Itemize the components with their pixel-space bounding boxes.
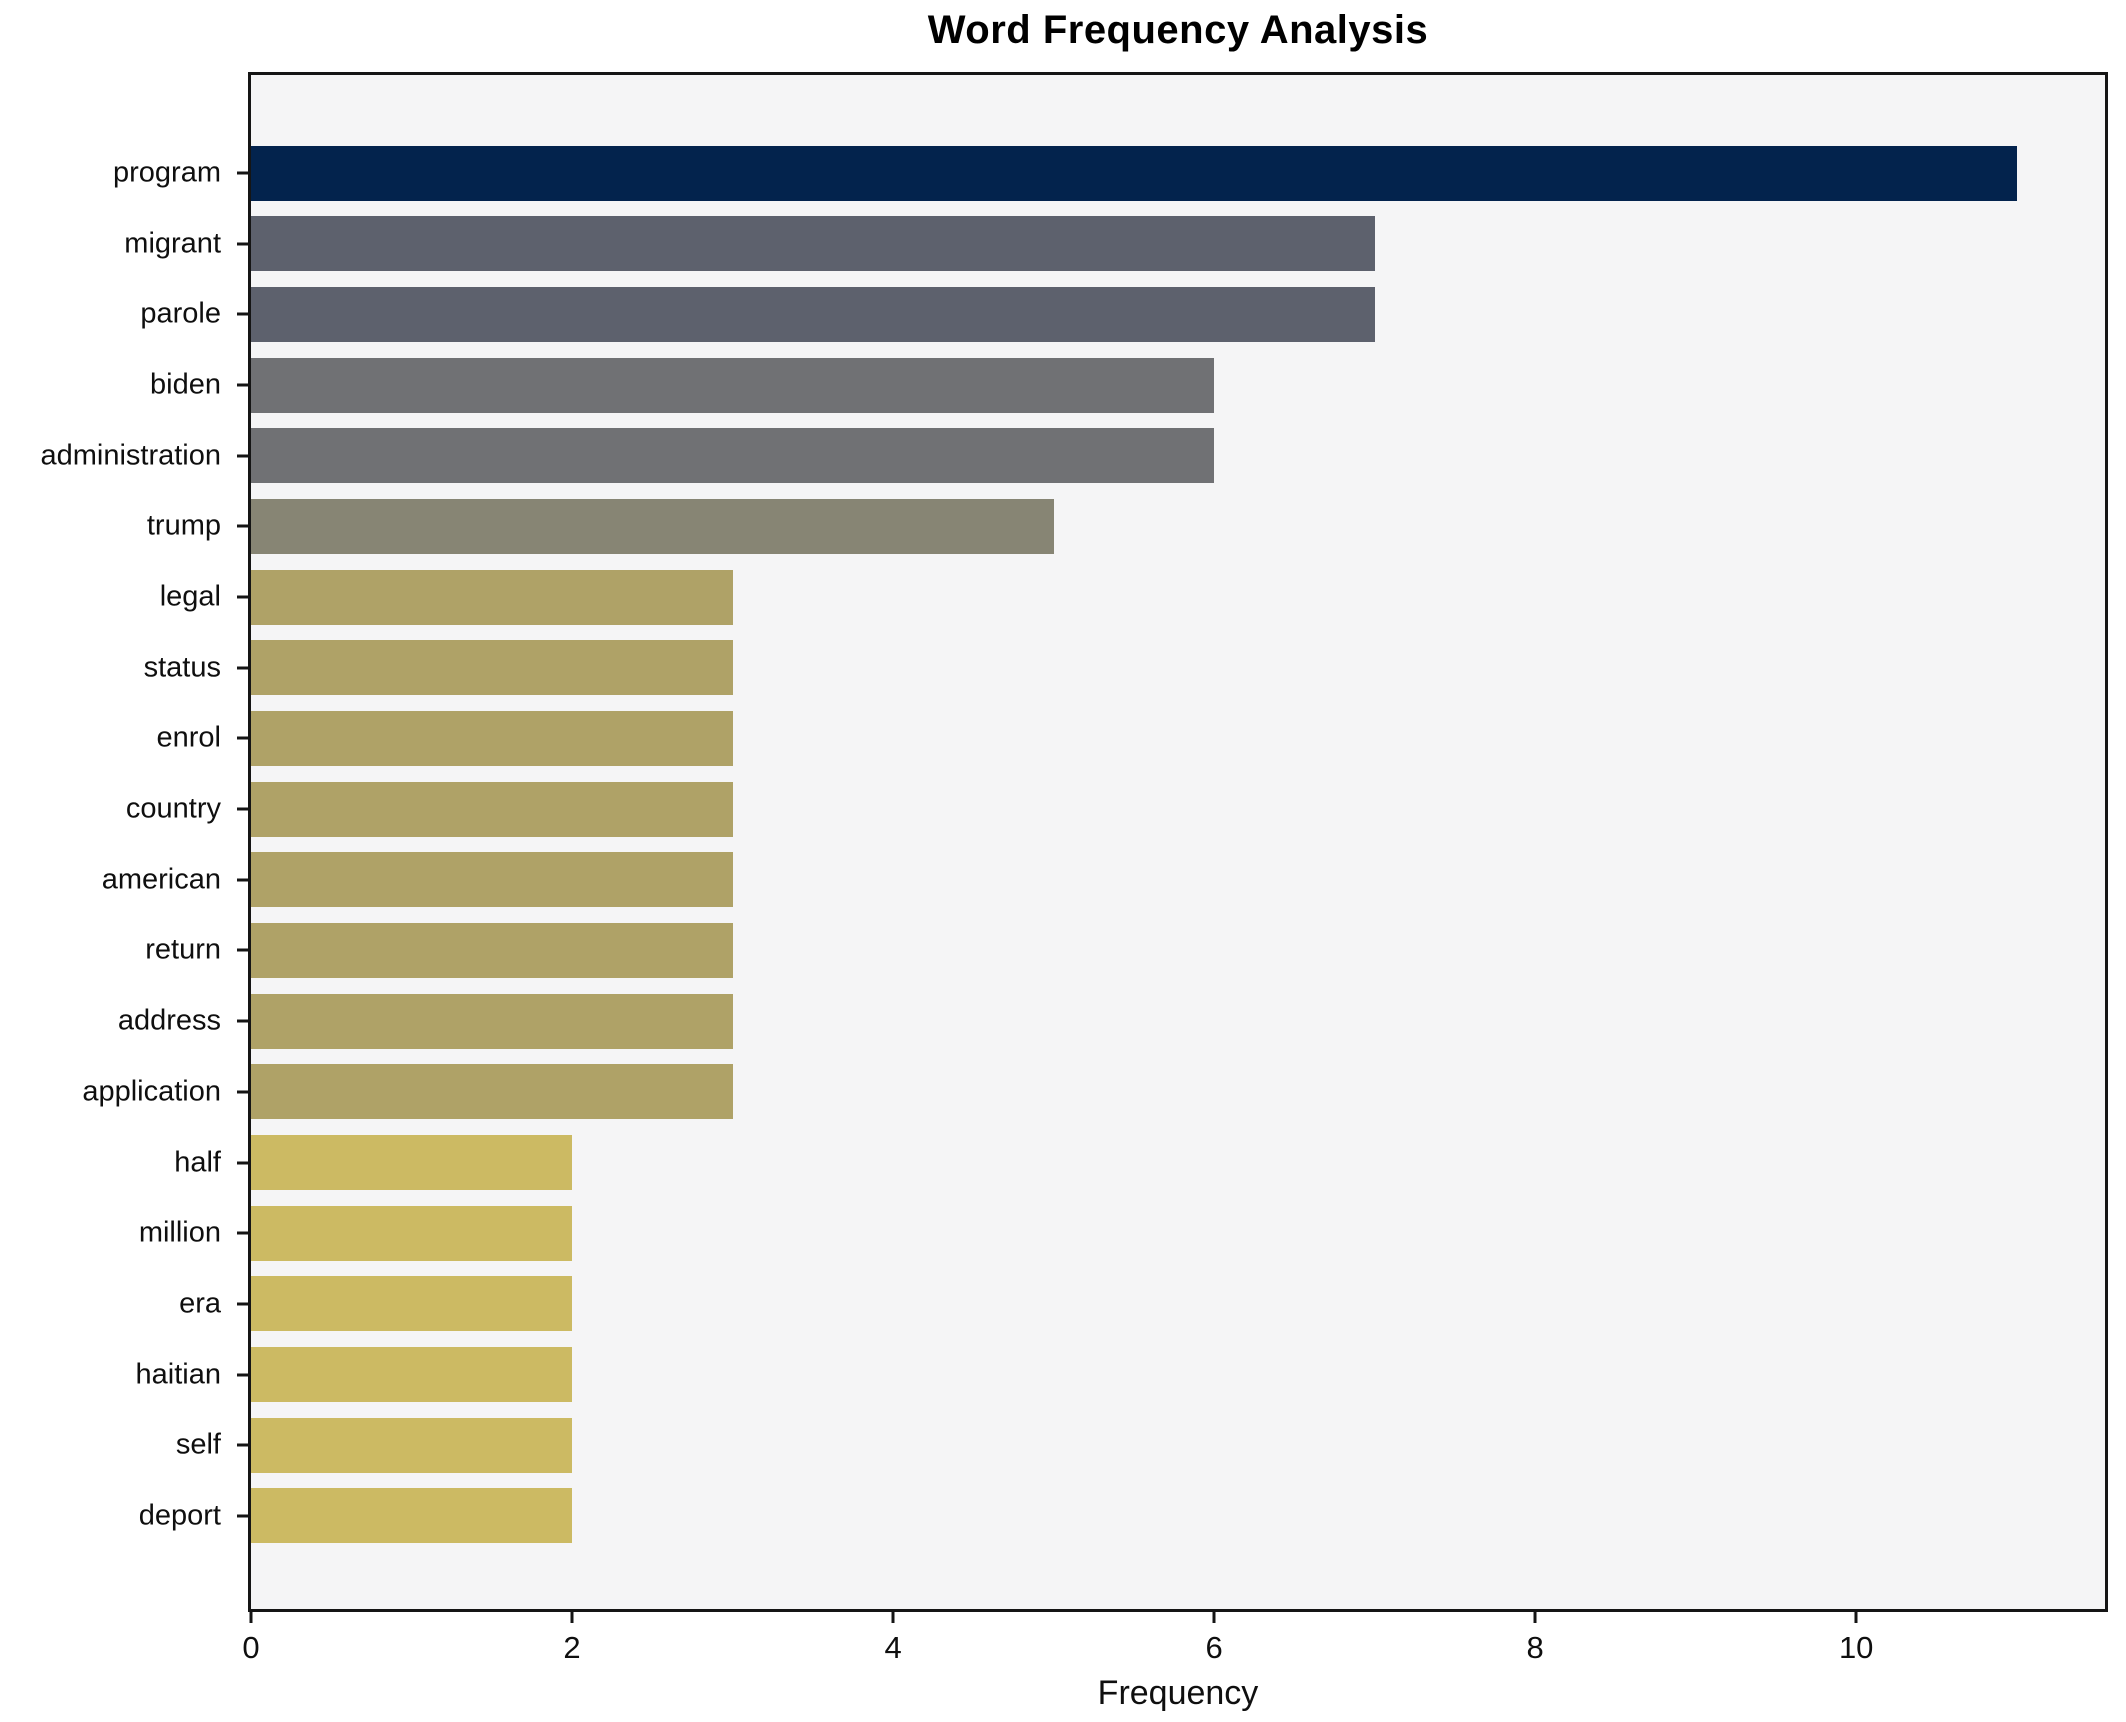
bar-return — [251, 922, 733, 978]
y-tick-label-enrol: enrol — [156, 721, 222, 754]
y-tick-mark — [237, 948, 248, 952]
x-axis: 0 2 4 6 8 10 — [242, 1612, 2108, 1682]
y-tick-mark — [237, 1302, 248, 1306]
y-tick-label-era: era — [179, 1287, 221, 1320]
y-tick-mark — [237, 736, 248, 740]
y-tick-label-application: application — [82, 1075, 221, 1108]
bar-american — [251, 852, 733, 908]
bar-application — [251, 1064, 733, 1120]
x-tick-label-8: 8 — [1526, 1630, 1544, 1665]
bar-enrol — [251, 710, 733, 766]
y-tick-label-country: country — [125, 792, 221, 825]
y-tick-mark — [237, 171, 248, 175]
y-tick-label-return: return — [145, 933, 221, 966]
y-tick-label-migrant: migrant — [124, 227, 221, 260]
plot-area — [248, 72, 2108, 1612]
y-tick-label-parole: parole — [140, 297, 221, 330]
y-tick-label-haitian: haitian — [135, 1358, 221, 1391]
bar-trump — [251, 498, 1054, 554]
bar-deport — [251, 1488, 573, 1544]
y-tick-mark — [237, 878, 248, 882]
x-tick-mark — [1533, 1612, 1537, 1623]
y-tick-label-deport: deport — [138, 1499, 221, 1532]
x-tick-label-0: 0 — [242, 1630, 260, 1665]
bar-half — [251, 1135, 573, 1191]
bar-address — [251, 993, 733, 1049]
y-tick-mark — [237, 1161, 248, 1165]
y-tick-mark — [237, 1373, 248, 1377]
x-tick-mark — [1854, 1612, 1858, 1623]
y-tick-label-legal: legal — [159, 580, 221, 613]
bar-migrant — [251, 216, 1375, 272]
bar-biden — [251, 357, 1215, 413]
x-tick-label-4: 4 — [884, 1630, 902, 1665]
x-tick-mark — [249, 1612, 253, 1623]
y-tick-label-self: self — [175, 1428, 221, 1461]
y-tick-mark — [237, 1019, 248, 1023]
y-tick-mark — [237, 1090, 248, 1094]
y-tick-mark — [237, 807, 248, 811]
bar-administration — [251, 428, 1215, 484]
y-tick-mark — [237, 1443, 248, 1447]
bar-era — [251, 1276, 573, 1332]
bar-legal — [251, 569, 733, 625]
bar-haitian — [251, 1347, 573, 1403]
y-tick-label-half: half — [174, 1146, 221, 1179]
y-tick-label-biden: biden — [150, 368, 221, 401]
y-tick-label-american: american — [101, 863, 221, 896]
chart-title: Word Frequency Analysis — [927, 8, 1429, 52]
x-tick-label-10: 10 — [1838, 1630, 1874, 1665]
y-tick-label-million: million — [138, 1216, 221, 1249]
bar-country — [251, 781, 733, 837]
bar-million — [251, 1205, 573, 1261]
x-tick-mark — [570, 1612, 574, 1623]
bar-status — [251, 640, 733, 696]
x-tick-mark — [891, 1612, 895, 1623]
x-tick-mark — [1212, 1612, 1216, 1623]
y-tick-label-trump: trump — [146, 509, 221, 542]
y-tick-mark — [237, 1231, 248, 1235]
y-tick-mark — [237, 524, 248, 528]
bar-parole — [251, 286, 1375, 342]
y-tick-mark — [237, 666, 248, 670]
y-tick-mark — [237, 312, 248, 316]
y-axis: program migrant parole biden administration t… — [0, 72, 248, 1612]
y-tick-label-program: program — [113, 156, 221, 189]
y-tick-label-administration: administration — [40, 439, 221, 472]
y-tick-mark — [237, 383, 248, 387]
y-tick-mark — [237, 454, 248, 458]
x-tick-label-6: 6 — [1205, 1630, 1223, 1665]
y-tick-label-address: address — [117, 1004, 221, 1037]
x-tick-label-2: 2 — [563, 1630, 581, 1665]
bar-program — [251, 145, 2017, 201]
x-axis-title: Frequency — [1097, 1674, 1259, 1712]
bar-self — [251, 1417, 573, 1473]
y-tick-label-status: status — [143, 651, 221, 684]
y-tick-mark — [237, 1514, 248, 1518]
y-tick-mark — [237, 595, 248, 599]
y-tick-mark — [237, 242, 248, 246]
